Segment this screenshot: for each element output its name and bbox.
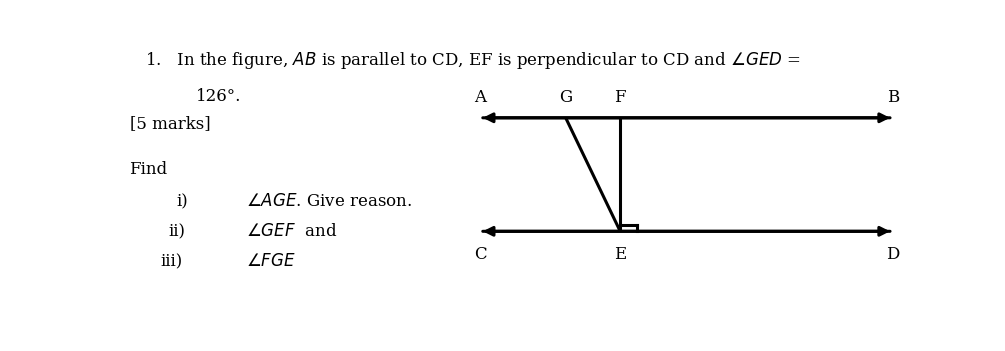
- Text: $\angle FGE$: $\angle FGE$: [246, 253, 296, 270]
- Text: A: A: [474, 89, 486, 106]
- Text: i): i): [176, 193, 188, 211]
- Text: 1.   In the figure, $AB$ is parallel to CD, EF is perpendicular to CD and $\angl: 1. In the figure, $AB$ is parallel to CD…: [145, 50, 801, 71]
- Text: iii): iii): [161, 253, 183, 270]
- Text: Find: Find: [130, 161, 168, 178]
- Text: $\angle AGE$. Give reason.: $\angle AGE$. Give reason.: [246, 193, 412, 211]
- Text: F: F: [614, 89, 626, 106]
- Text: G: G: [559, 89, 572, 106]
- Text: E: E: [614, 246, 626, 263]
- Text: D: D: [886, 246, 899, 263]
- Text: ii): ii): [169, 223, 186, 240]
- Text: [5 marks]: [5 marks]: [130, 115, 210, 132]
- Text: 126°.: 126°.: [196, 88, 241, 105]
- Text: $\angle GEF$  and: $\angle GEF$ and: [246, 223, 338, 240]
- Text: C: C: [473, 246, 486, 263]
- Text: B: B: [886, 89, 898, 106]
